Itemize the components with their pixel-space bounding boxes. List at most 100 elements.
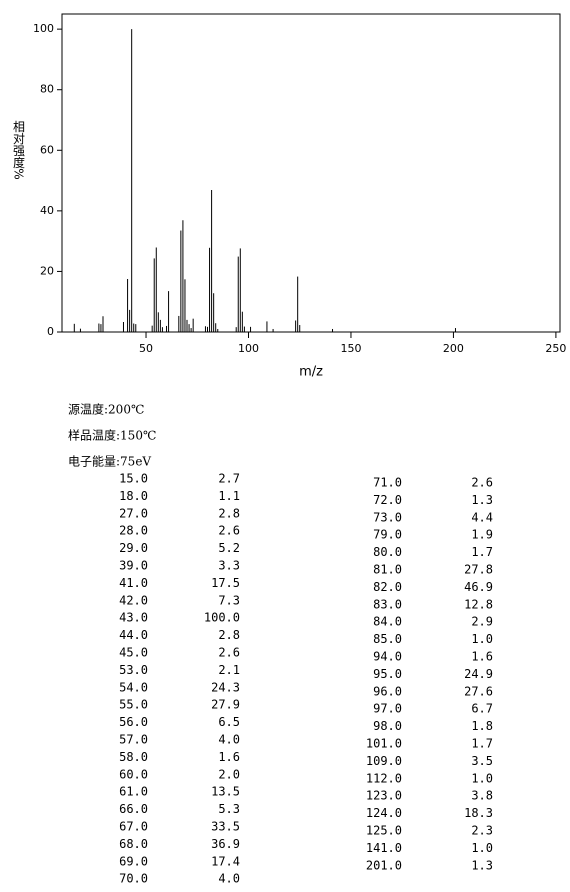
intensity-label: 2.7 (218, 472, 240, 486)
condition: 电子能量:75eV (68, 455, 151, 469)
intensity-label: 17.5 (211, 576, 240, 590)
mz-label: 81.0 (373, 563, 402, 577)
intensity-label: 12.8 (464, 597, 493, 611)
intensity-label: 1.9 (471, 528, 493, 542)
mz-label: 18.0 (119, 489, 148, 503)
mz-label: 29.0 (119, 541, 148, 555)
mz-label: 79.0 (373, 528, 402, 542)
mz-label: 55.0 (119, 698, 148, 712)
mz-label: 201.0 (366, 858, 402, 872)
intensity-label: 2.3 (471, 824, 493, 838)
intensity-label: 5.3 (218, 802, 240, 816)
intensity-label: 17.4 (211, 854, 240, 868)
intensity-label: 100.0 (204, 611, 240, 625)
mz-label: 68.0 (119, 837, 148, 851)
plot-frame (61, 13, 561, 333)
intensity-label: 4.0 (218, 872, 240, 886)
x-tick-label: 100 (238, 342, 259, 355)
x-tick-label: 150 (340, 342, 361, 355)
y-tick-label: 20 (40, 264, 54, 277)
mz-label: 80.0 (373, 545, 402, 559)
x-tick-label: 50 (139, 342, 153, 355)
intensity-label: 1.6 (218, 750, 240, 764)
intensity-label: 2.6 (218, 524, 240, 538)
x-tick-label: 250 (545, 342, 566, 355)
mz-label: 44.0 (119, 628, 148, 642)
intensity-label: 1.0 (471, 841, 493, 855)
intensity-label: 1.8 (471, 719, 493, 733)
mz-label: 141.0 (366, 841, 402, 855)
mz-label: 95.0 (373, 667, 402, 681)
y-tick-label: 60 (40, 143, 54, 156)
intensity-label: 36.9 (211, 837, 240, 851)
mz-label: 125.0 (366, 824, 402, 838)
intensity-label: 2.1 (218, 663, 240, 677)
intensity-label: 1.7 (471, 545, 493, 559)
mz-label: 28.0 (119, 524, 148, 538)
intensity-label: 4.0 (218, 733, 240, 747)
mz-label: 73.0 (373, 510, 402, 524)
mz-label: 42.0 (119, 593, 148, 607)
mz-label: 54.0 (119, 680, 148, 694)
intensity-label: 24.3 (211, 680, 240, 694)
mz-label: 69.0 (119, 854, 148, 868)
intensity-label: 2.9 (471, 615, 493, 629)
mz-label: 98.0 (373, 719, 402, 733)
intensity-label: 27.9 (211, 698, 240, 712)
intensity-label: 7.3 (218, 593, 240, 607)
mz-label: 82.0 (373, 580, 402, 594)
mz-label: 15.0 (119, 472, 148, 486)
y-tick-label: 40 (40, 204, 54, 217)
mz-label: 45.0 (119, 646, 148, 660)
intensity-label: 33.5 (211, 820, 240, 834)
intensity-label: 6.5 (218, 715, 240, 729)
intensity-label: 1.3 (471, 858, 493, 872)
mz-label: 67.0 (119, 820, 148, 834)
mz-label: 109.0 (366, 754, 402, 768)
mz-label: 84.0 (373, 615, 402, 629)
mz-label: 124.0 (366, 806, 402, 820)
intensity-label: 1.6 (471, 650, 493, 664)
mz-label: 97.0 (373, 702, 402, 716)
y-tick-label: 80 (40, 83, 54, 96)
intensity-label: 27.8 (464, 563, 493, 577)
mz-label: 66.0 (119, 802, 148, 816)
x-tick-label: 200 (443, 342, 464, 355)
mz-label: 94.0 (373, 650, 402, 664)
y-tick-label: 0 (47, 325, 54, 338)
intensity-label: 1.0 (471, 771, 493, 785)
mz-label: 71.0 (373, 476, 402, 490)
mz-label: 70.0 (119, 872, 148, 886)
mz-label: 96.0 (373, 684, 402, 698)
intensity-label: 1.0 (471, 632, 493, 646)
y-axis-label: 相对强度% (12, 120, 26, 180)
intensity-label: 2.6 (218, 646, 240, 660)
intensity-label: 3.3 (218, 559, 240, 573)
mz-label: 101.0 (366, 737, 402, 751)
mz-label: 112.0 (366, 771, 402, 785)
y-tick-label: 100 (33, 22, 54, 35)
mz-label: 60.0 (119, 767, 148, 781)
intensity-label: 2.0 (218, 767, 240, 781)
intensity-label: 13.5 (211, 785, 240, 799)
intensity-label: 18.3 (464, 806, 493, 820)
mz-label: 61.0 (119, 785, 148, 799)
mz-label: 39.0 (119, 559, 148, 573)
intensity-label: 3.5 (471, 754, 493, 768)
mz-label: 58.0 (119, 750, 148, 764)
intensity-label: 4.4 (471, 510, 493, 524)
mz-label: 43.0 (119, 611, 148, 625)
intensity-label: 2.8 (218, 506, 240, 520)
intensity-label: 1.3 (471, 493, 493, 507)
x-axis-label: m/z (299, 365, 323, 380)
intensity-label: 2.8 (218, 628, 240, 642)
condition: 源温度:200℃ (68, 402, 144, 417)
mz-label: 57.0 (119, 733, 148, 747)
intensity-label: 5.2 (218, 541, 240, 555)
intensity-label: 24.9 (464, 667, 493, 681)
intensity-label: 46.9 (464, 580, 493, 594)
mz-label: 56.0 (119, 715, 148, 729)
intensity-label: 3.8 (471, 789, 493, 803)
mz-label: 27.0 (119, 506, 148, 520)
